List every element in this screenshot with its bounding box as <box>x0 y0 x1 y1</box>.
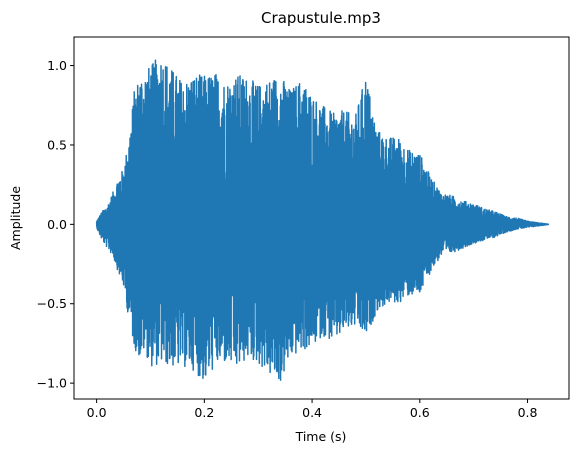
x-tick-label: 0.8 <box>518 405 538 420</box>
y-tick-label: 1.0 <box>47 58 67 73</box>
y-tick-label: −1.0 <box>37 376 67 391</box>
x-tick-label: 0.2 <box>194 405 214 420</box>
x-tick-label: 0.6 <box>410 405 430 420</box>
x-tick-label: 0.0 <box>87 405 107 420</box>
y-axis-label: Amplitude <box>8 186 23 250</box>
plot-frame <box>73 36 570 400</box>
waveform-line <box>95 59 550 381</box>
x-tick-label: 0.4 <box>302 405 322 420</box>
x-axis: 0.0 0.2 0.4 0.6 0.8 <box>87 399 538 420</box>
series-layer <box>95 59 550 381</box>
plot-area <box>95 59 550 381</box>
y-tick-label: −0.5 <box>37 296 67 311</box>
x-axis-label: Time (s) <box>295 429 347 444</box>
y-tick-label: 0.0 <box>47 217 67 232</box>
chart-title: Crapustule.mp3 <box>261 9 381 27</box>
y-axis: 1.0 0.5 0.0 −0.5 −1.0 <box>37 58 74 391</box>
y-tick-label: 0.5 <box>47 137 67 152</box>
